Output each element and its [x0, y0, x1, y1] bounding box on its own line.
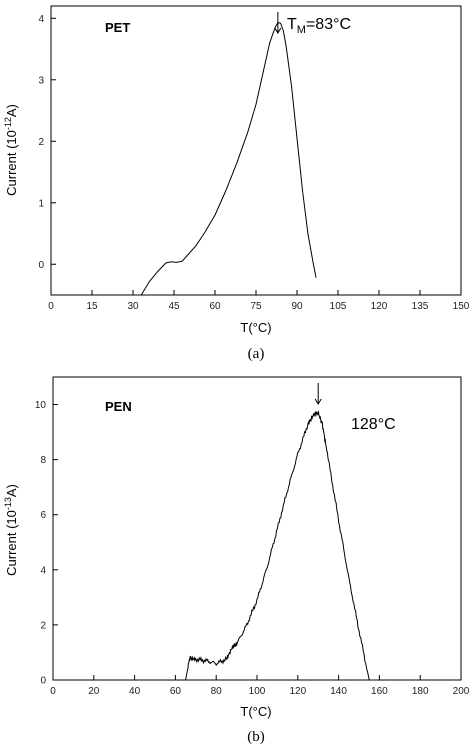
arrow-head — [314, 398, 322, 405]
y-tick-label: 10 — [35, 400, 47, 411]
y-axis-label-pen: Current (10-13A) — [3, 484, 19, 576]
x-tick-label: 0 — [48, 301, 54, 312]
x-axis-ticks-pen: 0 20 40 60 80 100 120 140 160 180 200 — [50, 675, 470, 697]
x-tick-label: 60 — [170, 686, 182, 697]
peak-arrow-pet — [274, 12, 282, 34]
x-axis-ticks-pet: 0 15 30 45 60 75 90 105 120 135 150 — [48, 290, 470, 312]
y-tick-label: 0 — [38, 260, 44, 271]
y-tick-label: 1 — [38, 198, 44, 209]
y-tick-label: 8 — [40, 455, 46, 466]
y-axis-ticks-pen: 0 2 4 6 8 10 — [35, 400, 58, 687]
y-tick-label: 6 — [40, 510, 46, 521]
plot-frame-pet — [50, 5, 462, 296]
peak-arrow-pen — [314, 383, 322, 405]
y-tick-label: 2 — [40, 620, 46, 631]
x-tick-label: 135 — [412, 301, 429, 312]
x-tick-label: 45 — [168, 301, 180, 312]
series-line-pen — [185, 410, 370, 681]
y-axis-ticks-pet: 0 1 2 3 4 — [38, 14, 56, 271]
plot-frame-pen — [52, 376, 462, 681]
x-tick-label: 200 — [453, 686, 470, 697]
x-tick-label: 60 — [209, 301, 221, 312]
arrow-head — [274, 27, 282, 34]
x-tick-label: 15 — [86, 301, 98, 312]
panel-caption-b: (b) — [247, 729, 265, 745]
panel-tag-pet: PET — [105, 20, 130, 35]
x-tick-label: 150 — [453, 301, 470, 312]
x-tick-label: 80 — [211, 686, 223, 697]
peak-annotation-pen: 128°C — [351, 416, 396, 433]
x-tick-label: 120 — [371, 301, 388, 312]
y-tick-label: 0 — [40, 676, 46, 687]
peak-annotation-pet: TM=83°C — [287, 16, 351, 36]
y-tick-label: 4 — [40, 565, 46, 576]
x-tick-label: 140 — [330, 686, 347, 697]
chart-panel-pet: 0 1 2 3 4 0 15 30 45 60 75 90 105 120 135 150 PET TM=8… — [3, 5, 470, 362]
x-tick-label: 30 — [127, 301, 139, 312]
x-tick-label: 0 — [50, 686, 56, 697]
x-tick-label: 120 — [289, 686, 306, 697]
y-axis-label-pet: Current (10-12A) — [3, 104, 19, 196]
x-tick-label: 90 — [291, 301, 303, 312]
x-tick-label: 20 — [88, 686, 100, 697]
y-tick-label: 2 — [38, 137, 44, 148]
x-tick-label: 40 — [129, 686, 141, 697]
panel-tag-pen: PEN — [105, 399, 132, 414]
y-tick-label: 3 — [38, 75, 44, 86]
panel-caption-a: (a) — [248, 346, 265, 362]
x-tick-label: 100 — [249, 686, 266, 697]
x-tick-label: 180 — [412, 686, 429, 697]
x-axis-label-pen: T(°C) — [240, 704, 271, 719]
x-axis-label-pet: T(°C) — [240, 320, 271, 335]
series-line-pet — [140, 22, 317, 296]
x-tick-label: 160 — [371, 686, 388, 697]
y-tick-label: 4 — [38, 14, 44, 25]
x-tick-label: 105 — [330, 301, 347, 312]
x-tick-label: 75 — [250, 301, 262, 312]
